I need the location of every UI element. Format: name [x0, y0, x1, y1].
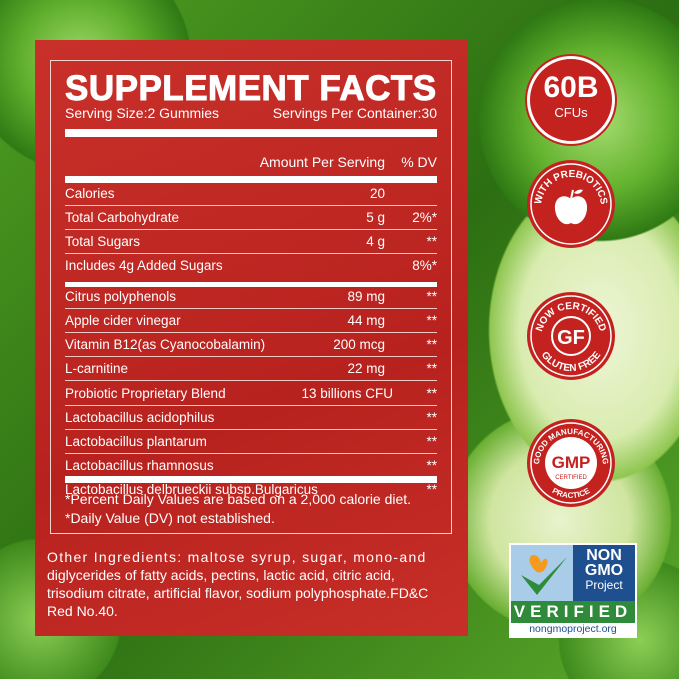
facts-title: SUPPLEMENT FACTS: [65, 69, 437, 109]
nutrient-dv: 8%*: [412, 258, 437, 273]
dv-header: % DV: [401, 154, 437, 170]
nutrient-dv: 2%*: [412, 210, 437, 225]
ingredients-line: Red No.40.: [47, 603, 118, 619]
gmo-text: GMO: [584, 562, 624, 579]
facts-row: Lactobacillus rhamnosus **: [65, 454, 437, 478]
nutrient-dv: **: [426, 337, 437, 352]
non-gmo-logo: NON GMO Project VERIFIED nongmoproject.o…: [509, 543, 637, 638]
divider: [65, 176, 437, 183]
nutrient-dv: **: [426, 234, 437, 249]
divider: [65, 129, 437, 137]
nutrient-amount: 4 g: [366, 234, 385, 249]
facts-row: Lactobacillus acidophilus **: [65, 406, 437, 430]
facts-row: Total Carbohydrate 5 g 2%*: [65, 206, 437, 230]
facts-row: Calories 20: [65, 182, 437, 206]
nutrient-name: Includes 4g Added Sugars: [65, 258, 223, 273]
supplement-facts-panel: SUPPLEMENT FACTS Serving Size:2 Gummies …: [35, 40, 468, 636]
nongmo-url: nongmoproject.org: [529, 623, 617, 635]
gluten-free-badge: NOW CERTIFIED GLUTEN FREE GF: [527, 292, 615, 380]
serving-size: Serving Size:2 Gummies: [65, 105, 220, 121]
facts-row: L-carnitine 22 mg **: [65, 357, 437, 381]
nutrient-dv: **: [426, 313, 437, 328]
nutrient-dv: **: [426, 361, 437, 376]
cfu-label: CFUs: [554, 105, 588, 120]
facts-row: Probiotic Proprietary Blend 13 billions C…: [65, 382, 437, 406]
nutrient-amount: 5 g: [366, 210, 385, 225]
cfu-badge: 60B CFUs: [527, 56, 615, 144]
other-ingredients: Other Ingredients: maltose syrup, sugar,…: [47, 548, 467, 620]
ingredients-line: Other Ingredients: maltose syrup, sugar,…: [47, 549, 427, 565]
nutrient-dv: **: [426, 458, 437, 473]
facts-row: Lactobacillus plantarum **: [65, 430, 437, 454]
gmp-badge: GOOD MANUFACTURING PRACTICE GMP CERTIFIE…: [527, 419, 615, 507]
nutrient-amount: 44 mg: [347, 313, 385, 328]
facts-row: Apple cider vinegar 44 mg **: [65, 309, 437, 333]
divider: [65, 476, 437, 483]
nutrient-dv: **: [426, 482, 437, 497]
nutrient-amount: 22 mg: [347, 361, 385, 376]
non-text: NON: [586, 547, 622, 564]
nutrient-name: L-carnitine: [65, 361, 129, 376]
facts-row: Total Sugars 4 g **: [65, 230, 437, 254]
nutrient-name: Vitamin B12(as Cyanocobalamin): [65, 337, 266, 352]
verified-text: VERIFIED: [511, 601, 635, 623]
ingredients-line: trisodium citrate, artificial flavor, so…: [47, 585, 429, 601]
nutrient-dv: **: [426, 386, 437, 401]
butterfly-icon: [511, 545, 573, 601]
cfu-value: 60B: [543, 71, 599, 104]
prebiotics-badge: WITH PREBIOTICS: [527, 160, 615, 248]
nutrient-name: Lactobacillus delbrueckii subsp.Bulgaric…: [65, 482, 318, 497]
nutrient-name: Lactobacillus rhamnosus: [65, 458, 214, 473]
servings-per-container: Servings Per Container:30: [272, 105, 437, 121]
gf-text: GF: [557, 327, 585, 349]
nutrient-name: Total Carbohydrate: [65, 210, 180, 225]
facts-row: Lactobacillus delbrueckii subsp.Bulgaric…: [65, 478, 437, 502]
gmp-bottom-text: PRACTICE: [551, 486, 592, 500]
nutrient-name: Lactobacillus acidophilus: [65, 410, 215, 425]
facts-box: SUPPLEMENT FACTS Serving Size:2 Gummies …: [50, 60, 452, 534]
nutrient-name: Apple cider vinegar: [65, 313, 181, 328]
facts-row: Citrus polyphenols 89 mg **: [65, 285, 437, 309]
facts-row: Vitamin B12(as Cyanocobalamin) 200 mcg **: [65, 333, 437, 357]
apple-icon: [554, 189, 588, 225]
project-text: Project: [585, 578, 623, 592]
footnote: *Daily Value (DV) not established.: [65, 510, 275, 526]
nutrient-name: Lactobacillus plantarum: [65, 434, 207, 449]
nutrient-dv: **: [426, 410, 437, 425]
gmp-text: GMP: [552, 453, 591, 472]
nutrient-amount: 20: [369, 186, 385, 201]
footnote: *Percent Daily Values are based on a 2,0…: [65, 491, 412, 507]
nutrient-amount: 200 mcg: [333, 337, 385, 352]
nutrient-name: Calories: [65, 186, 115, 201]
divider: [65, 282, 437, 287]
nutrient-amount: 89 mg: [347, 289, 385, 304]
ingredients-line: diglycerides of fatty acids, pectins, la…: [47, 567, 395, 583]
nutrient-name: Citrus polyphenols: [65, 289, 177, 304]
nutrient-dv: **: [426, 434, 437, 449]
facts-row: Includes 4g Added Sugars 8%*: [65, 254, 437, 278]
nutrient-dv: **: [426, 289, 437, 304]
gmp-certified-text: CERTIFIED: [555, 475, 587, 481]
nutrient-name: Total Sugars: [65, 234, 141, 249]
nutrient-name: Probiotic Proprietary Blend: [65, 386, 226, 401]
amount-header: Amount Per Serving: [259, 154, 385, 170]
nutrient-amount: 13 billions CFU: [301, 386, 393, 401]
svg-text:PRACTICE: PRACTICE: [551, 486, 592, 500]
